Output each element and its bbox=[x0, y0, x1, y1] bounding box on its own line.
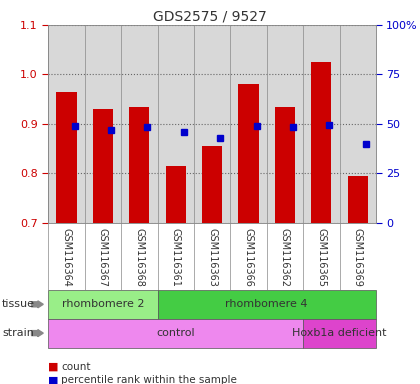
Text: count: count bbox=[61, 362, 90, 372]
Bar bbox=[348, 176, 368, 223]
Bar bbox=[202, 146, 222, 223]
Text: tissue: tissue bbox=[2, 299, 35, 310]
Text: GSM116362: GSM116362 bbox=[280, 228, 290, 287]
Text: GSM116365: GSM116365 bbox=[316, 228, 326, 287]
Text: rhombomere 4: rhombomere 4 bbox=[226, 299, 308, 310]
Text: ■: ■ bbox=[48, 362, 59, 372]
Text: strain: strain bbox=[2, 328, 34, 338]
Text: GSM116364: GSM116364 bbox=[61, 228, 71, 287]
Bar bbox=[165, 166, 186, 223]
Bar bbox=[57, 92, 76, 223]
Text: GSM116367: GSM116367 bbox=[98, 228, 108, 287]
Text: control: control bbox=[156, 328, 195, 338]
Text: GSM116363: GSM116363 bbox=[207, 228, 217, 287]
Bar bbox=[129, 106, 150, 223]
Text: GDS2575 / 9527: GDS2575 / 9527 bbox=[153, 10, 267, 23]
Text: GSM116368: GSM116368 bbox=[134, 228, 144, 287]
Bar bbox=[311, 62, 331, 223]
Text: percentile rank within the sample: percentile rank within the sample bbox=[61, 375, 237, 384]
Text: Hoxb1a deficient: Hoxb1a deficient bbox=[292, 328, 387, 338]
Text: rhombomere 2: rhombomere 2 bbox=[62, 299, 144, 310]
Bar bbox=[239, 84, 259, 223]
Text: GSM116361: GSM116361 bbox=[171, 228, 181, 287]
Text: ■: ■ bbox=[48, 375, 59, 384]
Bar bbox=[275, 106, 295, 223]
Bar bbox=[93, 109, 113, 223]
Text: GSM116369: GSM116369 bbox=[353, 228, 363, 287]
Text: GSM116366: GSM116366 bbox=[244, 228, 254, 287]
